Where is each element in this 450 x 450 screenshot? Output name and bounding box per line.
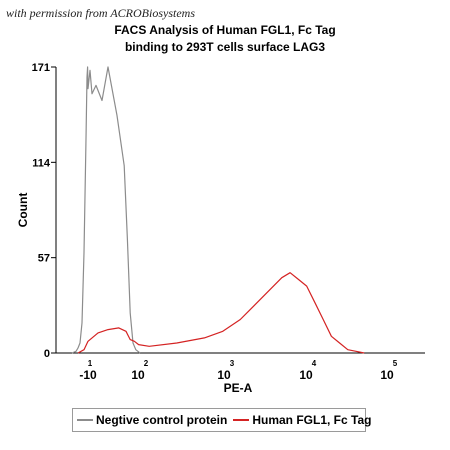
legend-swatch-negative-control	[77, 419, 93, 421]
x-tick-label-base: 10	[217, 368, 231, 382]
x-tick-label-base: 10	[299, 368, 313, 382]
legend-label-human-fgl1: Human FGL1, Fc Tag	[252, 413, 372, 427]
x-tick-label-exponent: 4	[312, 359, 317, 368]
chart-title-line-2: binding to 293T cells surface LAG3	[124, 40, 326, 54]
series-line-negative-control	[71, 66, 141, 354]
x-tick-label-base: -10	[79, 368, 97, 382]
chart-legend: Negtive control protein Human FGL1, Fc T…	[72, 408, 371, 432]
x-tick-label-exponent: 2	[144, 359, 149, 368]
legend-label-negative-control: Negtive control protein	[96, 413, 228, 427]
x-axis-title: PE-A	[224, 381, 253, 395]
chart-title-line-1: FACS Analysis of Human FGL1, Fc Tag	[114, 23, 336, 37]
y-tick-label: 114	[32, 157, 51, 169]
series-line-human-fgl1	[77, 272, 365, 354]
x-tick-label-base: 10	[131, 368, 145, 382]
legend-swatch-human-fgl1	[233, 419, 250, 421]
series-lines	[71, 66, 365, 354]
x-tick-label-exponent: 1	[88, 359, 93, 368]
x-tick-label-exponent: 5	[393, 359, 398, 368]
legend-item-human-fgl1: Human FGL1, Fc Tag	[233, 413, 371, 427]
y-tick-label: 57	[38, 253, 50, 265]
axes	[51, 66, 425, 354]
y-axis-title: Count	[16, 193, 30, 228]
legend-item-negative-control: Negtive control protein	[77, 413, 227, 427]
x-tick-label-exponent: 3	[230, 359, 235, 368]
y-tick-label: 0	[44, 348, 50, 360]
y-tick-label: 171	[32, 62, 50, 74]
permission-watermark: with permission from ACROBiosystems	[6, 6, 196, 20]
x-tick-label-base: 10	[380, 368, 394, 382]
